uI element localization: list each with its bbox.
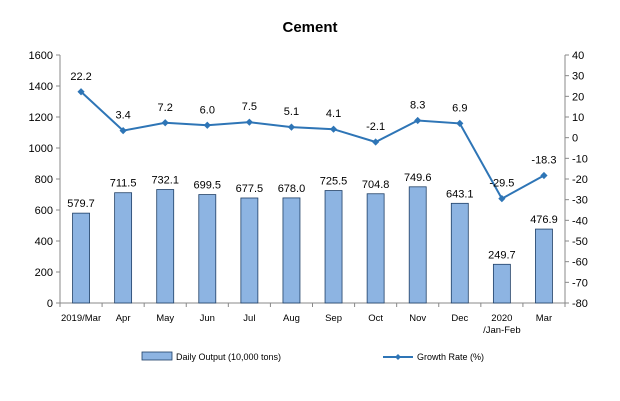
growth-rate-point bbox=[329, 125, 338, 133]
y-left-tick-label: 200 bbox=[35, 267, 53, 279]
x-tick-label: Mar bbox=[536, 313, 552, 324]
bar bbox=[240, 197, 259, 304]
line-data-label: 8.3 bbox=[410, 100, 425, 112]
bar bbox=[492, 263, 511, 304]
line-data-label: 4.1 bbox=[326, 108, 341, 120]
x-tick-label: /Jan-Feb bbox=[483, 325, 521, 336]
growth-rate-point bbox=[414, 116, 422, 125]
bar-data-label: 579.7 bbox=[67, 198, 95, 210]
y-right-tick-label: -10 bbox=[572, 153, 588, 165]
bar bbox=[408, 186, 427, 304]
y-left-tick-label: 600 bbox=[35, 205, 53, 217]
line-data-label: 7.5 bbox=[242, 101, 257, 113]
bar-data-label: 678.0 bbox=[278, 183, 306, 195]
growth-rate-point bbox=[161, 119, 169, 127]
bar bbox=[198, 194, 217, 304]
y-left-tick-label: 1000 bbox=[29, 143, 53, 155]
growth-rate-point bbox=[287, 123, 296, 131]
x-tick-label: Nov bbox=[409, 313, 426, 324]
bar bbox=[282, 197, 301, 304]
y-left-tick-label: 400 bbox=[35, 236, 53, 248]
growth-rate-point bbox=[456, 119, 464, 128]
bar-data-label: 476.9 bbox=[530, 214, 558, 226]
x-tick-label: Oct bbox=[368, 313, 383, 324]
y-left-tick-label: 0 bbox=[47, 298, 53, 310]
y-right-tick-label: -80 bbox=[572, 298, 588, 310]
growth-rate-point bbox=[372, 138, 380, 146]
growth-rate-line bbox=[80, 91, 545, 200]
line-data-label: 22.2 bbox=[70, 71, 91, 83]
y-left-tick-label: 1400 bbox=[29, 81, 53, 93]
growth-rate-point bbox=[498, 195, 506, 203]
bar bbox=[324, 190, 343, 304]
y-right-tick-label: -20 bbox=[572, 174, 588, 186]
y-right-tick-label: 10 bbox=[572, 112, 584, 124]
legend: Daily Output (10,000 tons) Growth Rate (%… bbox=[141, 351, 484, 362]
plot-area: 02004006008001000120014001600-80-70-60-5… bbox=[29, 50, 588, 336]
growth-rate-point bbox=[119, 127, 127, 135]
bar bbox=[366, 193, 385, 304]
line-data-label: 3.4 bbox=[115, 110, 130, 122]
bar-data-label: 725.5 bbox=[320, 176, 348, 188]
y-right-tick-label: -40 bbox=[572, 215, 588, 227]
growth-rate-point bbox=[203, 121, 211, 129]
bar bbox=[114, 192, 133, 304]
y-right-tick-label: 0 bbox=[572, 133, 578, 145]
x-tick-label: Apr bbox=[116, 313, 131, 324]
bar-data-label: 677.5 bbox=[236, 183, 264, 195]
x-tick-label: Jul bbox=[243, 313, 255, 324]
y-right-tick-label: -50 bbox=[572, 236, 588, 248]
x-tick-label: Sep bbox=[325, 313, 342, 324]
x-tick-label: Dec bbox=[451, 313, 468, 324]
y-right-tick-label: 20 bbox=[572, 91, 584, 103]
growth-rate-point bbox=[540, 171, 548, 180]
chart-title: Cement bbox=[282, 19, 337, 36]
line-data-label: 5.1 bbox=[284, 106, 299, 118]
legend-bar-label: Daily Output (10,000 tons) bbox=[176, 352, 281, 362]
y-left-tick-label: 1200 bbox=[29, 112, 53, 124]
legend-bar-swatch bbox=[141, 351, 173, 361]
bar bbox=[450, 202, 469, 304]
line-data-label: -29.5 bbox=[489, 178, 514, 190]
y-right-tick-label: -70 bbox=[572, 277, 588, 289]
x-tick-label: Jun bbox=[200, 313, 215, 324]
bar-data-label: 643.1 bbox=[446, 188, 474, 200]
bar-data-label: 711.5 bbox=[110, 178, 137, 190]
legend-line-label: Growth Rate (%) bbox=[417, 352, 484, 362]
bar-data-label: 749.6 bbox=[404, 172, 432, 184]
x-tick-label: 2020 bbox=[491, 313, 512, 324]
y-right-tick-label: -60 bbox=[572, 257, 588, 269]
bar-data-label: 732.1 bbox=[151, 175, 179, 187]
bar-data-label: 704.8 bbox=[362, 179, 390, 191]
line-data-label: -2.1 bbox=[366, 121, 385, 133]
x-tick-label: Aug bbox=[283, 313, 300, 324]
growth-rate-point bbox=[245, 118, 253, 126]
legend-line-marker bbox=[395, 354, 401, 360]
y-right-tick-label: 30 bbox=[572, 71, 584, 83]
bar-data-label: 249.7 bbox=[488, 249, 516, 261]
line-data-label: -18.3 bbox=[531, 154, 556, 166]
bar bbox=[535, 228, 553, 304]
bar bbox=[156, 189, 175, 304]
y-left-tick-label: 800 bbox=[35, 174, 53, 186]
y-right-tick-label: -30 bbox=[572, 195, 588, 207]
x-tick-label: 2019/Mar bbox=[61, 313, 101, 324]
y-right-tick-label: 40 bbox=[572, 50, 584, 62]
x-tick-label: May bbox=[156, 313, 174, 324]
y-left-tick-label: 1600 bbox=[29, 50, 53, 62]
bar bbox=[72, 212, 90, 304]
line-data-label: 6.0 bbox=[200, 104, 215, 116]
bar-data-label: 699.5 bbox=[194, 180, 222, 192]
line-data-label: 6.9 bbox=[452, 102, 467, 114]
growth-rate-point bbox=[77, 88, 85, 96]
line-data-label: 7.2 bbox=[158, 102, 173, 114]
